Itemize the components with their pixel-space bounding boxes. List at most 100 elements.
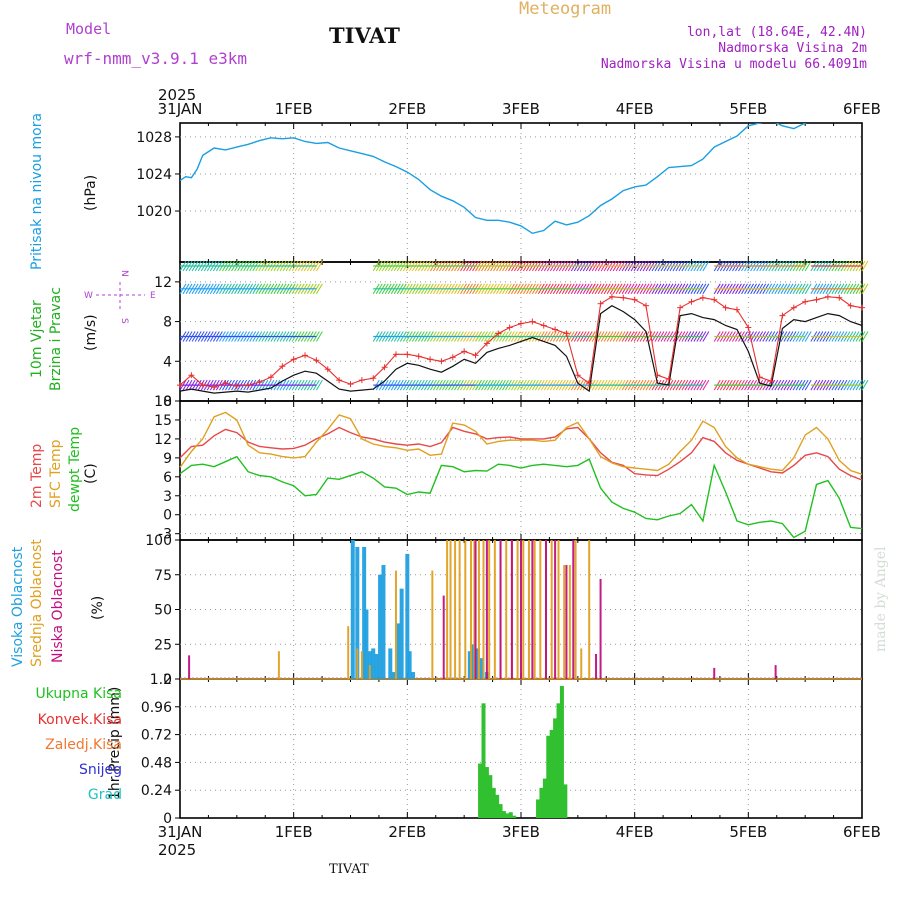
elevation-info: Nadmorska Visina 2m <box>718 41 867 56</box>
temperature-ytick-label: 12 <box>154 432 172 448</box>
cloud-bar-2 <box>774 665 777 679</box>
cloud-bar-1 <box>588 540 591 679</box>
legend-convective-rain: Konvek.Kisa <box>37 712 122 728</box>
cloud-bar-1 <box>368 665 371 679</box>
cloud-bar-1 <box>488 540 491 679</box>
wind-barb <box>702 283 710 295</box>
wind-ytick-label: 4 <box>163 354 172 370</box>
temperature-ytick-label: 0 <box>163 508 172 524</box>
wind-barb <box>315 379 323 391</box>
cloud-bar-0 <box>391 672 396 679</box>
cloud-bar-0 <box>355 546 360 679</box>
temperature-ytick-label: 3 <box>163 489 172 505</box>
cloud-bar-0 <box>364 609 369 679</box>
cloud-bar-2 <box>554 540 557 679</box>
top-date-label: 1FEB <box>275 100 313 118</box>
cloud-bar-2 <box>713 667 716 679</box>
cloud-bar-1 <box>568 565 571 679</box>
cloud-bar-1 <box>449 540 452 679</box>
top-date-label: 3FEB <box>502 100 540 118</box>
cloud-bar-1 <box>516 540 519 679</box>
cloud-bar-1 <box>580 648 583 679</box>
wind-barb <box>861 331 869 342</box>
precip-bar <box>484 767 489 818</box>
wind-barb <box>699 379 707 391</box>
pressure-ytick-label: 1028 <box>136 130 172 146</box>
cloud-bar-0 <box>405 553 410 679</box>
bottom-year-label: 2025 <box>158 841 196 859</box>
cloud-bar-2 <box>520 540 522 679</box>
cloud-bar-2 <box>545 540 548 679</box>
cloud-bar-1 <box>550 540 553 679</box>
cloud-bar-0 <box>396 623 401 679</box>
cloud-ytick-label: 0 <box>163 672 172 688</box>
precip-bar <box>505 813 510 818</box>
cloud-bar-2 <box>499 540 502 679</box>
wind-ytick-label: 0 <box>163 394 172 410</box>
precip-ytick-label: 0.48 <box>141 755 172 771</box>
wind-barb <box>702 331 710 342</box>
cloud-ytick-label: 50 <box>154 603 172 619</box>
wind-barb <box>699 283 707 295</box>
wind-speed-line <box>179 305 863 394</box>
cloud-bar-1 <box>360 651 363 679</box>
bottom-date-label: 4FEB <box>616 823 654 841</box>
cloud-bar-1 <box>477 540 480 679</box>
precip-bar <box>539 787 544 818</box>
cloud-bar-0 <box>350 540 355 679</box>
precip-ytick-label: 0 <box>163 811 172 827</box>
cloud-bar-1 <box>431 570 434 679</box>
pressure-ytick-label: 1020 <box>136 204 172 220</box>
cloud-bar-1 <box>446 540 449 679</box>
cloud-bar-0 <box>399 588 404 679</box>
temperature-ytick-label: -3 <box>158 527 172 543</box>
top-date-label: 2FEB <box>388 100 426 118</box>
cloud-bar-0 <box>381 565 386 679</box>
cloud-bar-2 <box>572 540 575 679</box>
cloud-bar-0 <box>411 672 416 679</box>
precip-ytick-label: 0.24 <box>141 783 172 799</box>
temp-line-0 <box>179 426 863 481</box>
cloud-bar-2 <box>188 655 191 679</box>
cloud-bar-0 <box>407 651 412 679</box>
cloud-bar-2 <box>485 540 488 679</box>
wind-dir-west: W <box>84 291 93 301</box>
bottom-date-label: 1FEB <box>275 823 313 841</box>
wind-barb <box>861 260 869 272</box>
precip-bar <box>556 703 561 818</box>
wind-ytick-label: 12 <box>154 275 172 291</box>
cloud-bar-1 <box>557 540 560 679</box>
cloud-bar-0 <box>467 651 472 679</box>
temperature-ytick-label: 15 <box>154 413 172 429</box>
cloud-bar-2 <box>599 578 602 679</box>
temperature-ytick-label: 9 <box>163 451 172 467</box>
cloud-bar-0 <box>388 648 393 679</box>
wind-barb <box>804 260 812 272</box>
precip-bar <box>488 775 493 818</box>
wind-barb <box>699 260 707 272</box>
precip-bar <box>481 703 486 818</box>
cloud-bar-2 <box>442 595 445 679</box>
bottom-date-label: 6FEB <box>843 823 881 841</box>
cloud-bar-1 <box>356 648 359 679</box>
precip-bar <box>536 799 541 818</box>
cloud-ytick-label: 25 <box>154 637 172 653</box>
cloud-bar-1 <box>482 540 485 679</box>
cloud-bar-1 <box>458 540 461 679</box>
precip-bar <box>559 685 564 818</box>
precip-ytick-label: 0.72 <box>141 728 172 744</box>
wind-dir-east: E <box>150 291 156 301</box>
wind-dir-north: N <box>119 270 129 277</box>
precip-ytick-label: 0.96 <box>141 700 172 716</box>
cloud-bar-1 <box>505 540 508 679</box>
precip-bar <box>553 718 558 818</box>
precip-bar <box>512 815 517 818</box>
model-name: wrf-nmm_v3.9.1 e3km <box>64 49 248 68</box>
cloud-bar-1 <box>347 626 350 679</box>
legend-snow: Snijeg <box>78 762 122 778</box>
top-date-label: 31JAN <box>158 100 203 118</box>
legend-freezing-rain: Zaledj.Kisa <box>45 737 122 753</box>
cloud-bar-1 <box>539 540 542 679</box>
cloud-bar-1 <box>574 540 577 679</box>
wind-barb <box>315 283 323 295</box>
